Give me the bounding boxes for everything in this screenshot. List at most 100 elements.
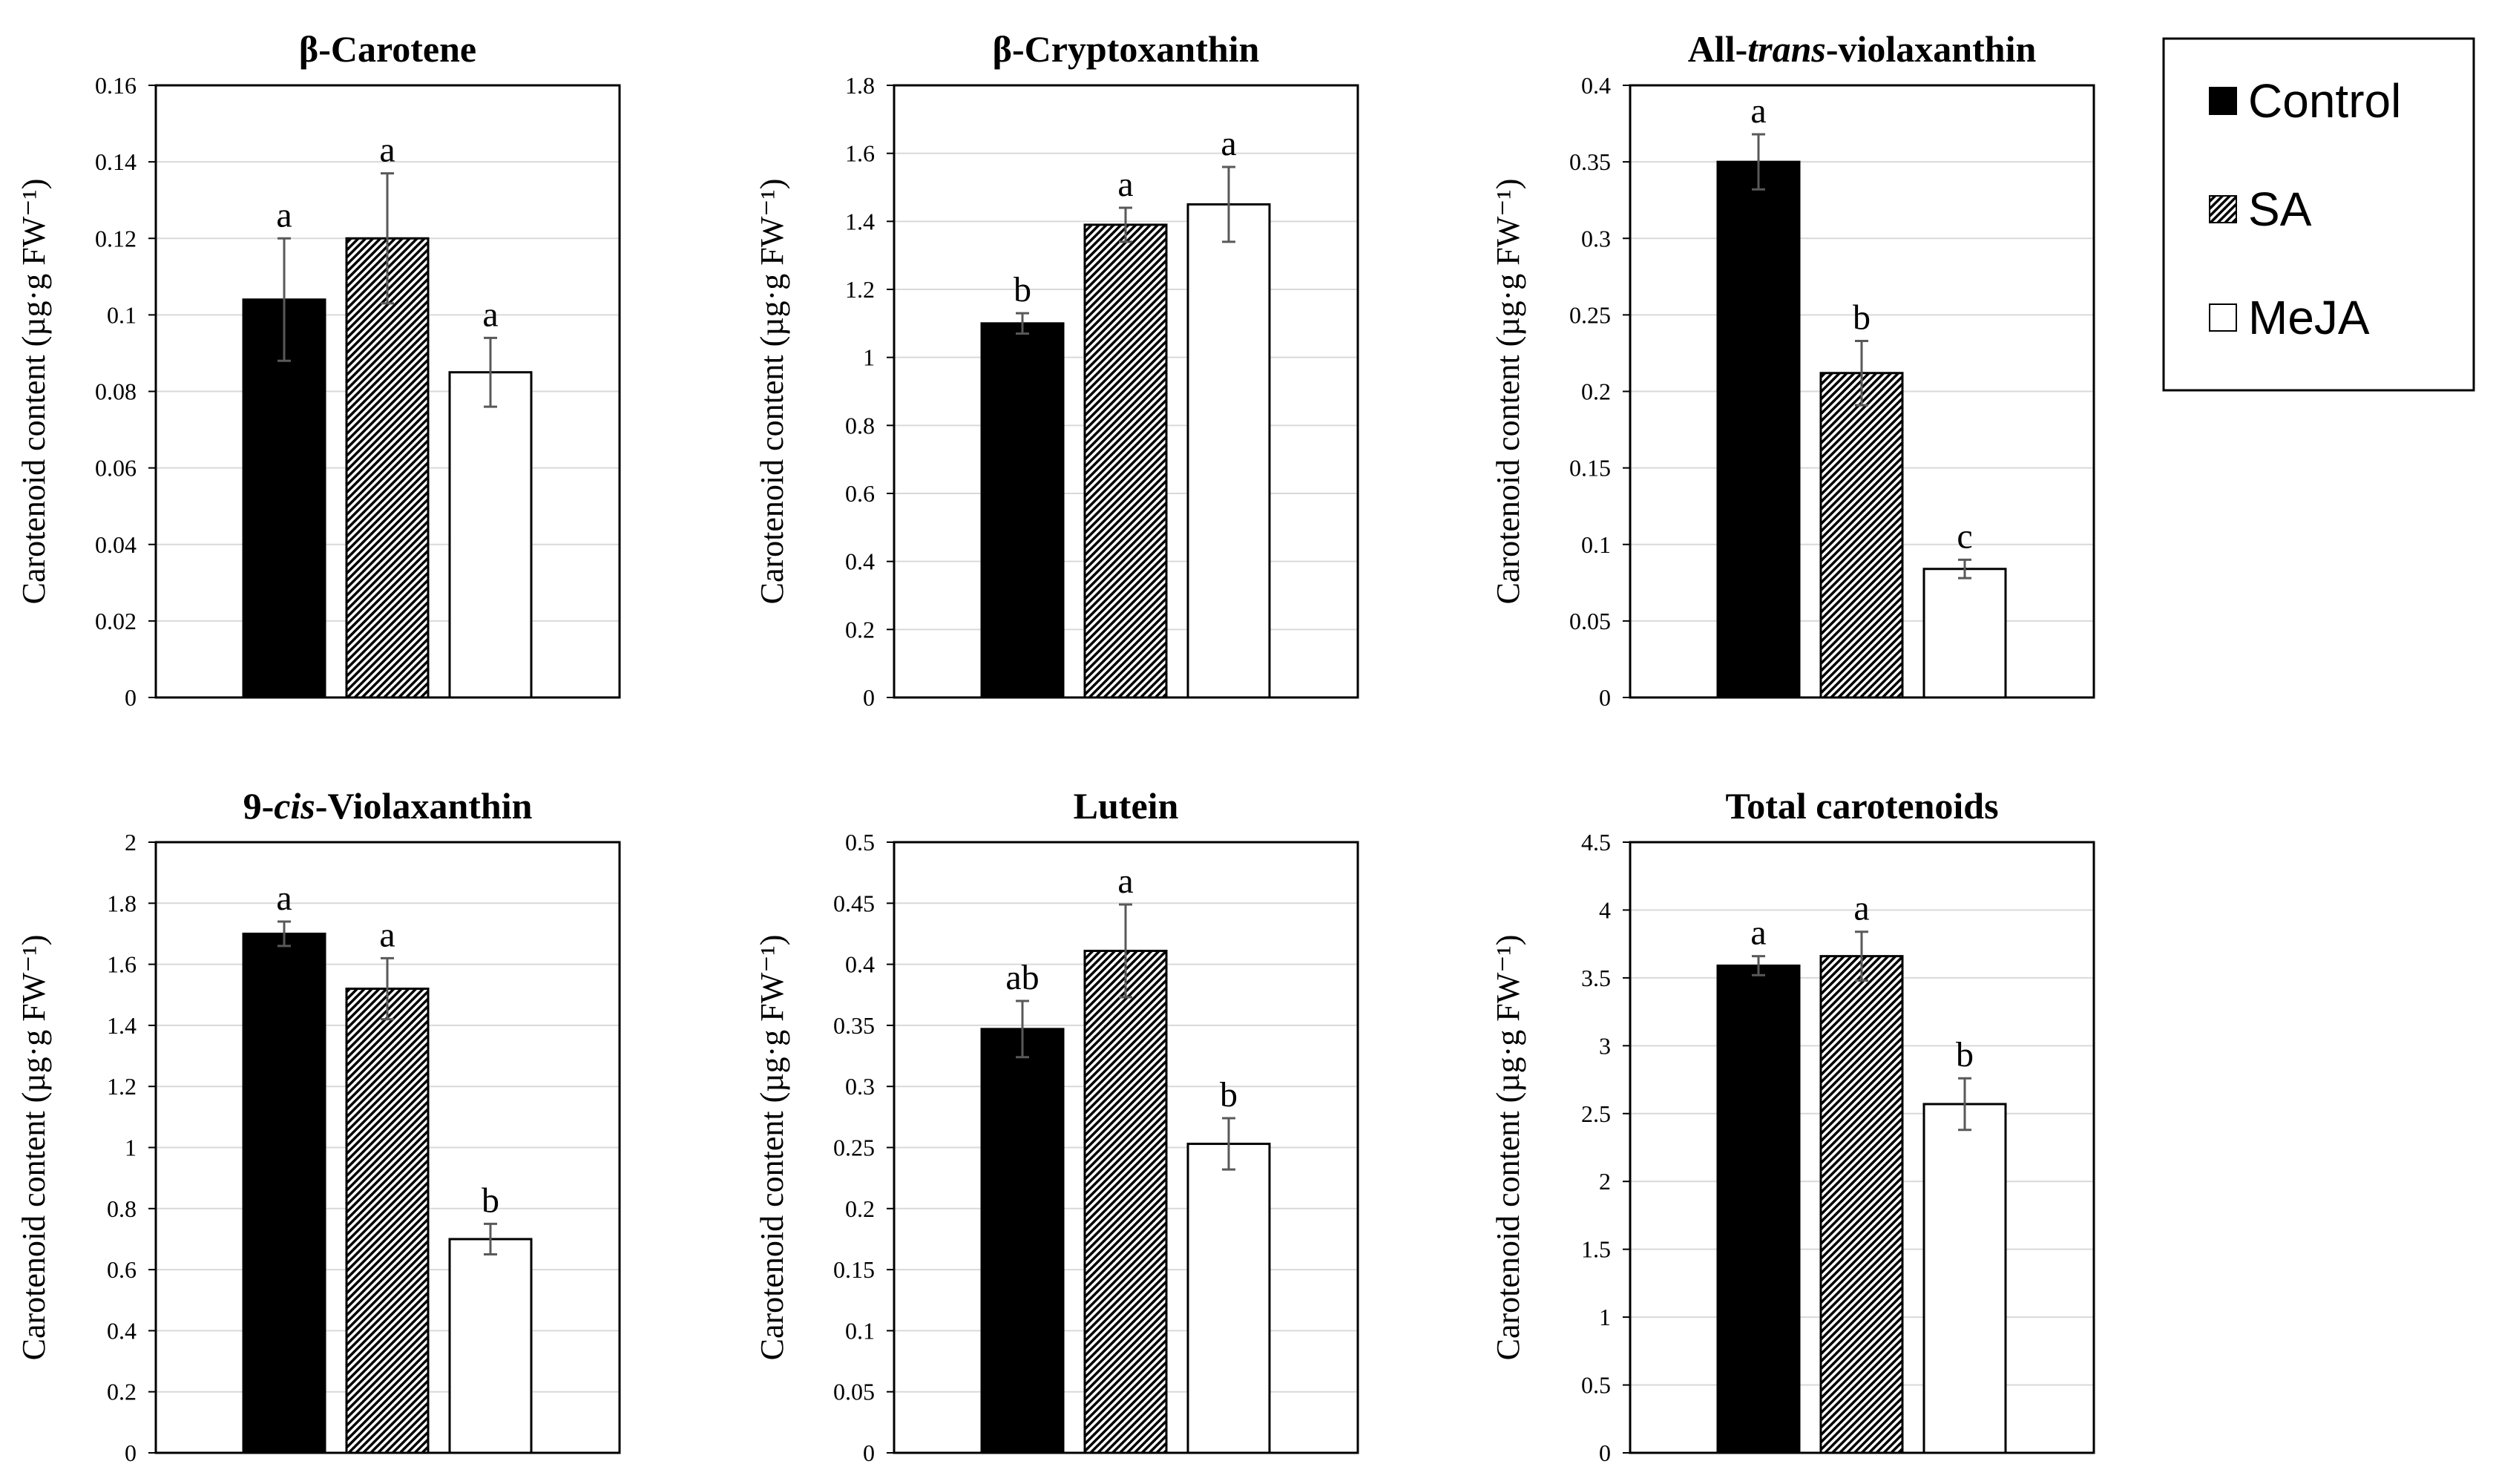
bar-meja [1186,203,1271,699]
y-tick-label: 0.25 [833,1135,875,1161]
y-tick-label: 0.05 [1569,608,1611,634]
significance-letter: a [379,131,395,170]
chart-title: β-Cryptoxanthin [993,28,1260,70]
significance-letter: a [1750,913,1766,953]
y-tick-label: 0 [125,684,137,711]
error-bar-sa [1119,903,1132,999]
y-tick-label: 0.6 [107,1256,137,1283]
error-bar-meja [484,336,497,408]
error-bar-control [1016,312,1029,335]
y-axis-label: Carotenoid content (µg·g FW⁻¹) [16,179,52,605]
y-tick-label: 1 [125,1135,137,1161]
y-tick-label: 0.4 [845,951,875,978]
y-tick-label: 1.6 [845,140,875,167]
y-tick-label: 0.6 [845,480,875,507]
bar-control [242,298,326,699]
bar-sa [1083,949,1168,1454]
y-axis-label: Carotenoid content (µg·g FW⁻¹) [1490,935,1526,1361]
chart-title: 9-cis-Violaxanthin [243,785,533,827]
y-tick-label: 3 [1599,1032,1611,1059]
chart-title: Total carotenoids [1725,785,1998,827]
significance-letter: a [276,195,292,234]
y-tick-label: 0.1 [1581,531,1611,558]
error-bar-sa [1119,206,1132,243]
legend-label-meja: MeJA [2248,291,2370,344]
bar-meja [448,371,533,699]
y-tick-label: 1 [1599,1304,1611,1330]
significance-letter: a [1221,124,1236,163]
y-tick-label: 0.3 [845,1073,875,1100]
y-tick-label: 0.14 [95,148,137,175]
chart-title: Lutein [1074,785,1179,827]
y-tick-label: 0.04 [95,531,137,558]
significance-letter: c [1957,516,1972,556]
y-tick-label: 0.4 [1581,72,1611,99]
error-bar-meja [1222,165,1235,243]
error-bar-meja [1222,1117,1235,1171]
y-tick-label: 0.2 [1581,378,1611,405]
y-tick-label: 2 [125,829,137,856]
error-bar-sa [1855,930,1868,982]
y-tick-label: 0.2 [845,1195,875,1222]
y-tick-label: 0.05 [833,1379,875,1405]
error-bar-sa [1855,339,1868,407]
error-bar-meja [484,1222,497,1256]
y-axis-label: Carotenoid content (µg·g FW⁻¹) [1490,179,1526,605]
chart-panel-3: 0 0.2 0.4 0.6 0.8 1 1.2 1.4 1.6 1.8 2 Carotenoid co… [16,785,621,1466]
error-bar-meja [1958,1077,1971,1132]
error-bar-meja [1958,558,1971,580]
significance-letter: ab [1005,958,1039,997]
y-tick-label: 0 [1599,684,1611,711]
legend: Control SA MeJA [2162,37,2475,392]
bar-control [242,932,326,1454]
y-tick-label: 0 [125,1439,137,1466]
y-tick-label: 0.16 [95,72,137,99]
significance-letter: a [1117,165,1133,204]
chart-panel-1: 0 0.2 0.4 0.6 0.8 1 1.2 1.4 1.6 1.8 Carotenoid con… [754,28,1359,711]
legend-label-sa: SA [2248,183,2312,236]
y-tick-label: 1.4 [107,1012,137,1039]
bar-control [980,1028,1065,1454]
chart-panel-5: 0 0.5 1 1.5 2 2.5 3 3.5 4 4.5 Carotenoid content (… [1490,785,2095,1466]
error-bar-control [1016,999,1029,1059]
y-tick-label: 0.8 [107,1195,137,1222]
bar-sa [1819,372,1904,699]
bar-meja [1922,1103,2007,1454]
y-tick-label: 0.1 [845,1317,875,1344]
y-tick-label: 0.8 [845,412,875,439]
bar-sa [345,988,430,1454]
y-tick-label: 0.25 [1569,301,1611,328]
y-axis-label: Carotenoid content (µg·g FW⁻¹) [754,935,790,1361]
y-tick-label: 0.45 [833,890,875,916]
y-tick-label: 0.3 [1581,225,1611,252]
bar-sa [345,237,430,699]
bar-control [1716,160,1801,699]
significance-letter: a [1853,889,1869,928]
chart-panel-2: 0 0.05 0.1 0.15 0.2 0.25 0.3 0.35 0.4 Carotenoid … [1490,28,2095,711]
y-tick-label: 0.4 [845,548,875,575]
y-tick-label: 0.08 [95,378,137,405]
bar-sa [1819,955,1904,1454]
y-tick-label: 2 [1599,1168,1611,1195]
y-tick-label: 0.15 [1569,455,1611,482]
y-tick-label: 1.2 [845,276,875,303]
error-bar-control [277,237,291,362]
significance-letter: b [1014,270,1031,309]
y-tick-label: 1 [863,344,875,371]
significance-letter: a [1117,861,1133,901]
y-tick-label: 0.5 [845,829,875,856]
y-tick-label: 1.2 [107,1073,137,1100]
y-tick-label: 0 [863,1439,875,1466]
error-bar-control [1752,133,1765,191]
y-tick-label: 0.1 [107,301,137,328]
significance-letter: a [1750,91,1766,131]
legend-swatch-control [2209,87,2237,115]
bar-meja [1186,1143,1271,1454]
bar-meja [448,1238,533,1454]
y-tick-label: 0.4 [107,1317,137,1344]
y-tick-label: 1.6 [107,951,137,978]
significance-letter: b [1956,1035,1974,1074]
y-axis-label: Carotenoid content (µg·g FW⁻¹) [754,179,790,605]
y-tick-label: 0.12 [95,225,137,252]
